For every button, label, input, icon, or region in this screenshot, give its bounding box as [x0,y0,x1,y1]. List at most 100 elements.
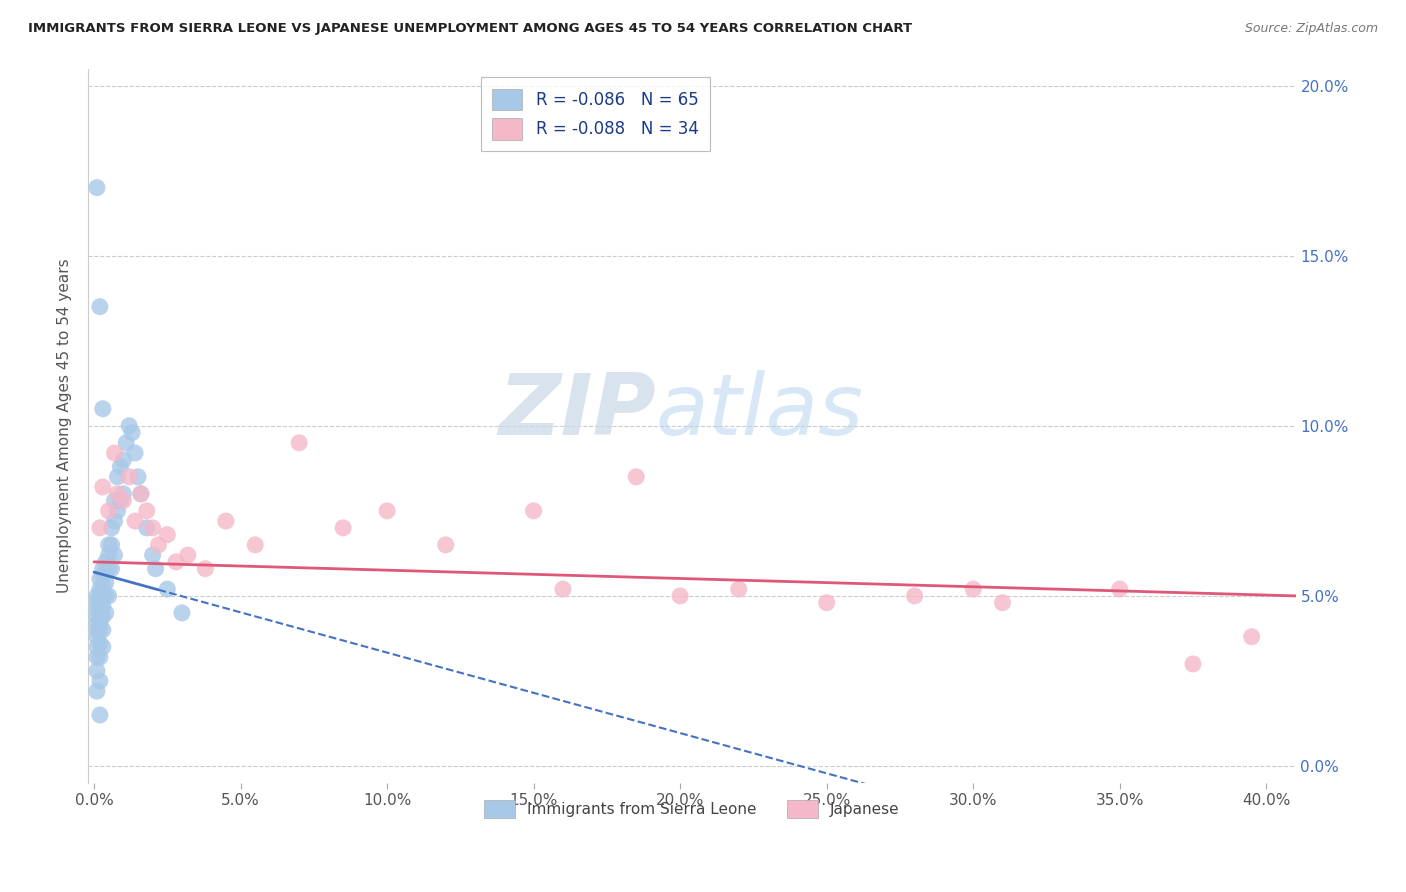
Point [375,504,398,518]
Point [903,589,925,603]
Point [107,470,129,484]
Point [194,562,217,576]
Point [118,470,141,484]
Point [86,664,108,678]
Point [245,538,267,552]
Point [86,596,108,610]
Point [523,504,546,518]
Point [94,555,117,569]
Point [124,514,146,528]
Point [89,582,111,596]
Point [215,514,238,528]
Point [86,650,108,665]
Point [97,504,120,518]
Point [142,521,165,535]
Point [86,616,108,631]
Point [91,480,114,494]
Point [103,446,125,460]
Text: ZIP: ZIP [498,370,655,453]
Point [97,589,120,603]
Point [288,435,311,450]
Point [129,487,152,501]
Point [91,568,114,582]
Point [91,562,114,576]
Point [170,606,193,620]
Point [129,487,152,501]
Point [97,538,120,552]
Point [112,493,135,508]
Text: Source: ZipAtlas.com: Source: ZipAtlas.com [1244,22,1378,36]
Point [962,582,984,596]
Text: atlas: atlas [655,370,863,453]
Point [100,562,122,576]
Point [177,548,200,562]
Point [115,435,138,450]
Point [86,640,108,654]
Legend: Immigrants from Sierra Leone, Japanese: Immigrants from Sierra Leone, Japanese [477,792,907,825]
Point [91,589,114,603]
Point [551,582,574,596]
Point [103,548,125,562]
Point [89,300,111,314]
Point [165,555,187,569]
Point [91,599,114,613]
Point [86,602,108,616]
Point [107,504,129,518]
Point [97,548,120,562]
Point [332,521,354,535]
Point [91,623,114,637]
Point [148,538,170,552]
Point [156,527,179,541]
Point [124,446,146,460]
Point [89,596,111,610]
Point [156,582,179,596]
Point [669,589,692,603]
Point [86,609,108,624]
Point [110,459,132,474]
Point [89,521,111,535]
Point [121,425,143,440]
Point [103,514,125,528]
Point [89,616,111,631]
Point [94,606,117,620]
Point [103,493,125,508]
Point [1108,582,1130,596]
Point [91,579,114,593]
Point [89,606,111,620]
Point [135,521,157,535]
Point [112,452,135,467]
Point [94,565,117,579]
Point [89,673,111,688]
Point [89,623,111,637]
Point [127,470,149,484]
Point [118,418,141,433]
Point [86,623,108,637]
Point [991,596,1014,610]
Point [142,548,165,562]
Point [97,562,120,576]
Point [1182,657,1205,671]
Point [110,493,132,508]
Point [86,684,108,698]
Point [1240,630,1263,644]
Point [815,596,838,610]
Point [107,487,129,501]
Point [145,562,167,576]
Point [91,609,114,624]
Point [94,589,117,603]
Point [86,180,108,194]
Point [112,487,135,501]
Point [89,572,111,586]
Point [100,521,122,535]
Point [89,708,111,723]
Point [86,630,108,644]
Point [86,589,108,603]
Point [100,538,122,552]
Point [94,575,117,590]
Text: IMMIGRANTS FROM SIERRA LEONE VS JAPANESE UNEMPLOYMENT AMONG AGES 45 TO 54 YEARS : IMMIGRANTS FROM SIERRA LEONE VS JAPANESE… [28,22,912,36]
Point [434,538,457,552]
Y-axis label: Unemployment Among Ages 45 to 54 years: Unemployment Among Ages 45 to 54 years [58,259,72,593]
Point [89,636,111,650]
Point [91,401,114,416]
Point [89,589,111,603]
